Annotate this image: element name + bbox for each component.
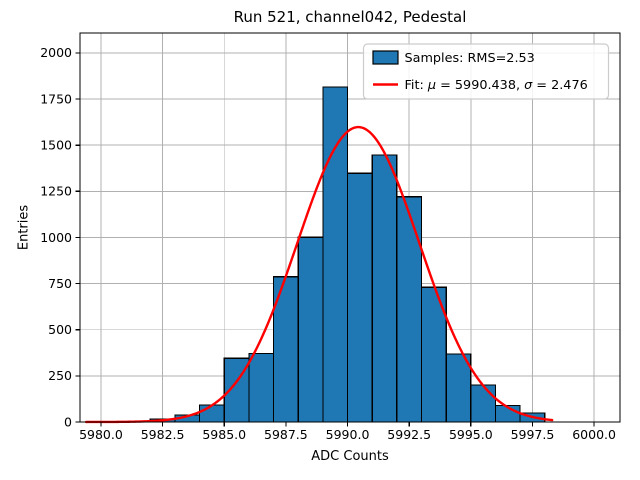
histogram-bar [396,196,423,423]
y-tick-label: 2000 [40,45,72,60]
y-tick-label: 1750 [40,91,72,106]
y-tick-label: 1250 [40,184,72,199]
legend-swatch-samples [372,50,399,65]
x-axis-label: ADC Counts [311,449,389,464]
legend-label: Samples: RMS=2.53 [405,51,535,66]
y-tick-label: 500 [48,322,72,337]
y-tick-label: 1000 [40,230,72,245]
histogram-bar [445,353,472,423]
x-tick-label: 5995.0 [449,427,493,442]
x-tick-label: 5982.5 [141,427,185,442]
chart-title: Run 521, channel042, Pedestal [233,8,467,26]
x-tick-label: 5997.5 [511,427,555,442]
x-tick-label: 5992.5 [387,427,431,442]
y-tick-label: 1500 [40,137,72,152]
histogram-bar [371,154,398,423]
histogram-bar [297,236,324,423]
y-tick-label: 0 [64,414,72,429]
x-tick-label: 5987.5 [264,427,308,442]
fit-curve [84,125,554,424]
histogram-bar [248,352,275,423]
histogram-bar [198,404,225,423]
y-tick-label: 750 [48,276,72,291]
legend-box [362,43,610,100]
axes-spines [79,32,621,423]
x-tick-label: 6000.0 [572,427,616,442]
x-tick-label: 5980.0 [79,427,123,442]
x-tick-label: 5990.0 [326,427,370,442]
histogram-bar [470,384,497,423]
legend-label: Fit: μ = 5990.438, σ = 2.476 [405,78,588,93]
x-tick-label: 5985.0 [202,427,246,442]
histogram-bar [322,86,349,423]
histogram-bar [346,172,373,423]
y-tick-label: 250 [48,368,72,383]
